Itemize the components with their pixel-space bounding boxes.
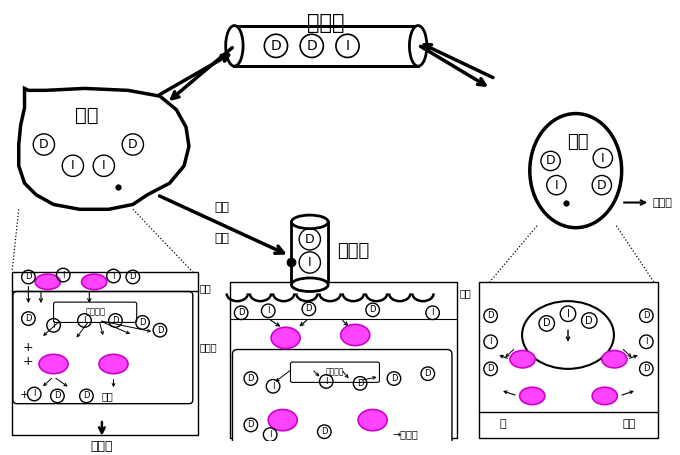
Text: D: D	[643, 364, 649, 374]
Text: D: D	[156, 326, 163, 335]
Text: 胆汁: 胆汁	[214, 201, 229, 214]
Text: D: D	[424, 369, 431, 378]
Text: I: I	[325, 377, 328, 386]
Ellipse shape	[358, 410, 387, 431]
Ellipse shape	[520, 387, 545, 404]
Text: 肝臓: 肝臓	[75, 106, 98, 125]
Text: 門脈: 門脈	[214, 232, 229, 244]
FancyBboxPatch shape	[13, 292, 193, 404]
Text: D: D	[369, 305, 376, 314]
Text: D: D	[248, 374, 254, 383]
Text: I: I	[566, 309, 569, 319]
Text: D: D	[585, 315, 593, 325]
Text: 胆汁: 胆汁	[102, 391, 114, 401]
Ellipse shape	[292, 215, 328, 229]
Ellipse shape	[39, 354, 68, 374]
Text: D: D	[112, 316, 119, 325]
Text: D: D	[130, 273, 136, 282]
Text: D: D	[305, 233, 315, 246]
Text: 代謝酵素: 代謝酵素	[326, 367, 344, 376]
Text: I: I	[71, 159, 75, 172]
Text: D: D	[25, 314, 32, 323]
Ellipse shape	[510, 350, 535, 368]
Text: D: D	[25, 273, 32, 282]
Text: D: D	[248, 420, 254, 430]
Text: I: I	[83, 316, 86, 325]
Text: D: D	[321, 427, 328, 436]
Text: D: D	[488, 311, 494, 320]
FancyBboxPatch shape	[290, 362, 379, 382]
Ellipse shape	[226, 25, 243, 66]
Text: D: D	[54, 391, 61, 400]
Text: +: +	[23, 341, 34, 354]
Text: →門脈へ: →門脈へ	[392, 430, 418, 440]
Text: 糞中へ: 糞中へ	[90, 440, 113, 454]
FancyBboxPatch shape	[233, 349, 452, 446]
Ellipse shape	[82, 274, 107, 289]
Ellipse shape	[409, 25, 427, 66]
Text: 尿中へ: 尿中へ	[652, 197, 672, 207]
Ellipse shape	[99, 354, 128, 374]
Text: D: D	[83, 391, 90, 400]
Ellipse shape	[292, 278, 328, 292]
Text: D: D	[357, 379, 363, 388]
Text: I: I	[269, 430, 271, 439]
Text: D: D	[238, 308, 244, 317]
Polygon shape	[19, 88, 189, 209]
Text: 消化管: 消化管	[337, 242, 369, 260]
FancyBboxPatch shape	[235, 25, 418, 66]
Ellipse shape	[268, 410, 297, 431]
Text: 腎臓: 腎臓	[567, 132, 588, 151]
Text: D: D	[139, 318, 146, 327]
Ellipse shape	[602, 350, 627, 368]
FancyBboxPatch shape	[479, 282, 658, 439]
Text: D: D	[488, 364, 494, 374]
Text: I: I	[33, 389, 35, 399]
Text: +: +	[23, 354, 34, 368]
Text: I: I	[601, 152, 605, 165]
Text: I: I	[112, 272, 115, 281]
Text: D: D	[39, 138, 49, 151]
Ellipse shape	[592, 387, 617, 404]
Text: 血液: 血液	[199, 283, 211, 293]
Text: D: D	[643, 311, 649, 320]
Text: I: I	[555, 179, 558, 192]
FancyBboxPatch shape	[292, 222, 328, 285]
Text: 代謝酵素: 代謝酵素	[85, 307, 105, 316]
Text: 脳管: 脳管	[460, 288, 471, 298]
Text: I: I	[308, 256, 311, 269]
Text: I: I	[52, 321, 55, 330]
Text: I: I	[62, 271, 65, 279]
Text: 血液: 血液	[622, 419, 636, 429]
Text: I: I	[431, 308, 434, 317]
Text: I: I	[345, 39, 350, 53]
Text: 循環血: 循環血	[307, 13, 345, 33]
Text: D: D	[307, 39, 317, 53]
Ellipse shape	[271, 327, 300, 349]
Text: D: D	[597, 179, 607, 192]
Text: D: D	[543, 318, 551, 329]
Text: D: D	[305, 304, 312, 313]
Text: 肝細胞: 肝細胞	[199, 343, 217, 353]
Ellipse shape	[341, 324, 370, 346]
Text: D: D	[391, 374, 397, 383]
FancyBboxPatch shape	[54, 302, 137, 323]
FancyBboxPatch shape	[230, 282, 457, 439]
Text: I: I	[490, 337, 492, 346]
FancyBboxPatch shape	[12, 272, 198, 435]
Text: I: I	[102, 159, 105, 172]
Text: D: D	[128, 138, 137, 151]
Text: I: I	[272, 382, 274, 391]
Ellipse shape	[522, 301, 614, 369]
Text: I: I	[645, 337, 647, 346]
Text: +: +	[20, 390, 29, 400]
Ellipse shape	[35, 274, 61, 289]
Ellipse shape	[530, 114, 622, 228]
Text: I: I	[267, 306, 269, 315]
Text: D: D	[271, 39, 282, 53]
Text: D: D	[546, 154, 556, 167]
Text: 尿: 尿	[500, 419, 507, 429]
